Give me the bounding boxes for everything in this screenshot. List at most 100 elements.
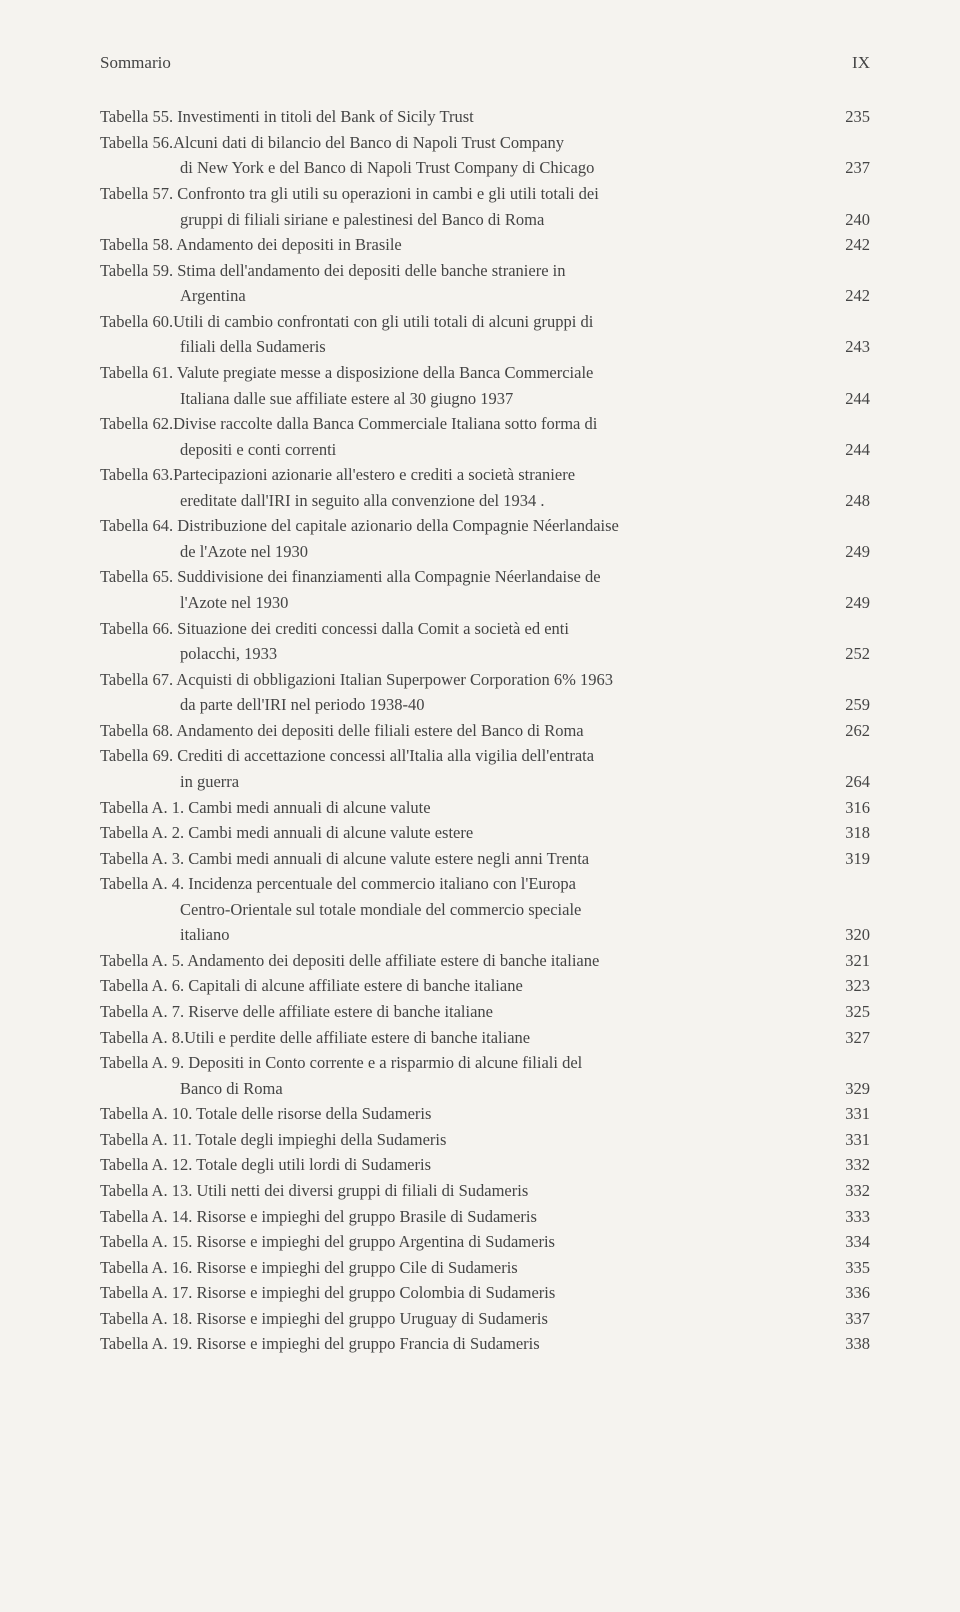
toc-entry-page: 316 (822, 795, 870, 821)
toc-entry-text: Tabella 66. Situazione dei crediti conce… (100, 616, 822, 642)
toc-entry: Tabella A. 6. Capitali di alcune affilia… (100, 973, 870, 999)
toc-entry-text: Tabella A. 1. Cambi medi annuali di alcu… (100, 795, 822, 821)
toc-entry: Tabella A. 7. Riserve delle affiliate es… (100, 999, 870, 1025)
toc-entry-page: 329 (822, 1076, 870, 1102)
toc-entry-page: 331 (822, 1101, 870, 1127)
toc-entry-text: Tabella A. 15. Risorse e impieghi del gr… (100, 1229, 822, 1255)
toc-entry-page: 321 (822, 948, 870, 974)
toc-entry: Tabella 68. Andamento dei depositi delle… (100, 718, 870, 744)
toc-entry-page: 327 (822, 1025, 870, 1051)
toc-entry-page: 323 (822, 973, 870, 999)
toc-entry-page: 262 (822, 718, 870, 744)
header-section-title: Sommario (100, 50, 171, 76)
toc-entry-page: 248 (822, 488, 870, 514)
toc-entry-text: Tabella 65. Suddivisione dei finanziamen… (100, 564, 822, 590)
toc-entry: Tabella 64. Distribuzione del capitale a… (100, 513, 870, 539)
toc-entry-text: Tabella A. 18. Risorse e impieghi del gr… (100, 1306, 822, 1332)
toc-entry: Tabella 65. Suddivisione dei finanziamen… (100, 564, 870, 590)
toc-entry: Tabella A. 17. Risorse e impieghi del gr… (100, 1280, 870, 1306)
toc-entry-text: Tabella A. 19. Risorse e impieghi del gr… (100, 1331, 822, 1357)
toc-entry-text: Tabella 64. Distribuzione del capitale a… (100, 513, 822, 539)
toc-entry-text: Tabella A. 8.Utili e perdite delle affil… (100, 1025, 822, 1051)
toc-entry-page: 325 (822, 999, 870, 1025)
toc-entry-page: 249 (822, 539, 870, 565)
toc-entry-page: 242 (822, 283, 870, 309)
toc-entry: Tabella A. 15. Risorse e impieghi del gr… (100, 1229, 870, 1255)
page-header: Sommario IX (100, 50, 870, 76)
toc-entry-page: 337 (822, 1306, 870, 1332)
toc-entry: Tabella 55. Investimenti in titoli del B… (100, 104, 870, 130)
toc-entry-text: Tabella 59. Stima dell'andamento dei dep… (100, 258, 822, 284)
toc-entry-text: Tabella A. 13. Utili netti dei diversi g… (100, 1178, 822, 1204)
toc-entry-page: 259 (822, 692, 870, 718)
toc-entry: Argentina242 (100, 283, 870, 309)
toc-entry-page: 242 (822, 232, 870, 258)
toc-entry-page: 244 (822, 386, 870, 412)
toc-entry: Tabella A. 18. Risorse e impieghi del gr… (100, 1306, 870, 1332)
header-page-roman: IX (852, 50, 870, 76)
toc-entry: Tabella A. 1. Cambi medi annuali di alcu… (100, 795, 870, 821)
toc-entry-text: da parte dell'IRI nel periodo 1938-40 (100, 692, 822, 718)
toc-entry-text: Tabella A. 10. Totale delle risorse dell… (100, 1101, 822, 1127)
toc-entry: Tabella 61. Valute pregiate messe a disp… (100, 360, 870, 386)
toc-entry: Tabella A. 3. Cambi medi annuali di alcu… (100, 846, 870, 872)
toc-entry-text: Tabella 63.Partecipazioni azionarie all'… (100, 462, 822, 488)
toc-entry-text: Tabella 60.Utili di cambio confrontati c… (100, 309, 822, 335)
toc-entry: Tabella 63.Partecipazioni azionarie all'… (100, 462, 870, 488)
toc-entry-page: 320 (822, 922, 870, 948)
toc-entry-page: 244 (822, 437, 870, 463)
toc-entry-text: Tabella 55. Investimenti in titoli del B… (100, 104, 822, 130)
toc-entry-text: di New York e del Banco di Napoli Trust … (100, 155, 822, 181)
toc-entry: Tabella 62.Divise raccolte dalla Banca C… (100, 411, 870, 437)
toc-entry-text: Tabella 67. Acquisti di obbligazioni Ita… (100, 667, 822, 693)
toc-entry-text: Tabella A. 17. Risorse e impieghi del gr… (100, 1280, 822, 1306)
toc-entry-text: Centro-Orientale sul totale mondiale del… (100, 897, 822, 923)
toc-entry: Tabella A. 10. Totale delle risorse dell… (100, 1101, 870, 1127)
toc-entry-page: 338 (822, 1331, 870, 1357)
toc-entry: Banco di Roma329 (100, 1076, 870, 1102)
toc-entry-text: Tabella A. 7. Riserve delle affiliate es… (100, 999, 822, 1025)
toc-entry-text: Tabella A. 3. Cambi medi annuali di alcu… (100, 846, 822, 872)
toc-entry: in guerra264 (100, 769, 870, 795)
toc-entry-text: Tabella A. 14. Risorse e impieghi del gr… (100, 1204, 822, 1230)
toc-entry-text: Tabella A. 16. Risorse e impieghi del gr… (100, 1255, 822, 1281)
toc-entry-text: Tabella 58. Andamento dei depositi in Br… (100, 232, 822, 258)
toc-entry: Tabella 56.Alcuni dati di bilancio del B… (100, 130, 870, 156)
toc-entry: Tabella A. 11. Totale degli impieghi del… (100, 1127, 870, 1153)
toc-entry-page: 334 (822, 1229, 870, 1255)
toc-entry-page: 237 (822, 155, 870, 181)
toc-entry-page: 335 (822, 1255, 870, 1281)
toc-entry: filiali della Sudameris243 (100, 334, 870, 360)
toc-entry: Tabella 59. Stima dell'andamento dei dep… (100, 258, 870, 284)
toc-entry-page: 318 (822, 820, 870, 846)
toc-entry: depositi e conti correnti244 (100, 437, 870, 463)
toc-entry-page: 252 (822, 641, 870, 667)
toc-entry-text: Tabella A. 12. Totale degli utili lordi … (100, 1152, 822, 1178)
toc-entry: Tabella A. 14. Risorse e impieghi del gr… (100, 1204, 870, 1230)
toc-entry: gruppi di filiali siriane e palestinesi … (100, 207, 870, 233)
toc-entry-page: 240 (822, 207, 870, 233)
toc-entry-text: depositi e conti correnti (100, 437, 822, 463)
toc-entry-page: 332 (822, 1152, 870, 1178)
toc-entry: Italiana dalle sue affiliate estere al 3… (100, 386, 870, 412)
toc-entry: Tabella A. 16. Risorse e impieghi del gr… (100, 1255, 870, 1281)
toc-entry-text: polacchi, 1933 (100, 641, 822, 667)
toc-entry: Tabella 67. Acquisti di obbligazioni Ita… (100, 667, 870, 693)
toc-entry-text: Tabella 61. Valute pregiate messe a disp… (100, 360, 822, 386)
toc-entry-text: filiali della Sudameris (100, 334, 822, 360)
toc-entry: ereditate dall'IRI in seguito alla conve… (100, 488, 870, 514)
toc-entry-text: Banco di Roma (100, 1076, 822, 1102)
toc-entry: Tabella 66. Situazione dei crediti conce… (100, 616, 870, 642)
toc-entry: Tabella 57. Confronto tra gli utili su o… (100, 181, 870, 207)
toc-entry-page: 235 (822, 104, 870, 130)
toc-entry: da parte dell'IRI nel periodo 1938-40259 (100, 692, 870, 718)
toc-entry-text: Tabella A. 4. Incidenza percentuale del … (100, 871, 822, 897)
toc-entry: Tabella 60.Utili di cambio confrontati c… (100, 309, 870, 335)
toc-entry-text: Tabella A. 6. Capitali di alcune affilia… (100, 973, 822, 999)
toc-entry-text: Tabella 62.Divise raccolte dalla Banca C… (100, 411, 822, 437)
toc-entry: Tabella A. 4. Incidenza percentuale del … (100, 871, 870, 897)
toc-entry: Tabella A. 2. Cambi medi annuali di alcu… (100, 820, 870, 846)
toc-entry-page: 319 (822, 846, 870, 872)
toc-entry-text: Italiana dalle sue affiliate estere al 3… (100, 386, 822, 412)
toc-entry: italiano320 (100, 922, 870, 948)
